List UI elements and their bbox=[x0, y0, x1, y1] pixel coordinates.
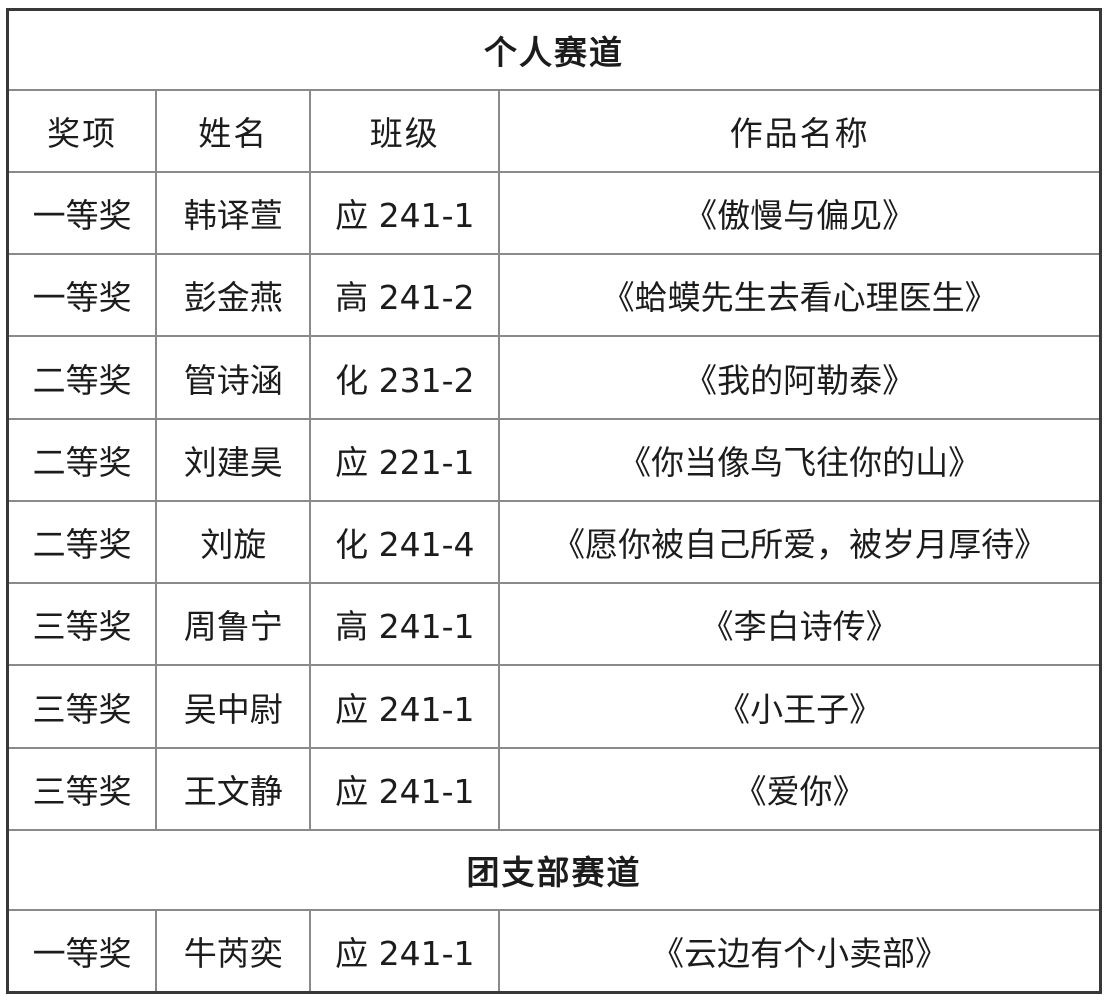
table-row: 三等奖 吴中尉 应 241-1 《小王子》 bbox=[6, 664, 1102, 749]
cell-work: 《蛤蟆先生去看心理医生》 bbox=[498, 253, 1102, 338]
cell-work: 《傲慢与偏见》 bbox=[498, 170, 1102, 256]
section-title-row-league-branch: 团支部赛道 bbox=[6, 828, 1102, 912]
table-row: 一等奖 彭金燕 高 241-2 《蛤蟆先生去看心理医生》 bbox=[6, 253, 1102, 338]
cell-award: 二等奖 bbox=[6, 417, 158, 502]
cell-class: 化 241-4 bbox=[309, 499, 501, 585]
cell-class: 应 241-1 bbox=[309, 746, 501, 831]
table-row: 三等奖 周鲁宁 高 241-1 《李白诗传》 bbox=[6, 582, 1102, 667]
cell-class: 应 241-1 bbox=[309, 909, 501, 994]
cell-name: 刘旋 bbox=[155, 499, 312, 585]
cell-name: 刘建昊 bbox=[155, 417, 312, 502]
cell-class: 应 221-1 bbox=[309, 417, 501, 502]
cell-class: 化 231-2 bbox=[309, 335, 501, 420]
table-row: 一等奖 牛芮奕 应 241-1 《云边有个小卖部》 bbox=[6, 909, 1102, 994]
table-row: 二等奖 刘旋 化 241-4 《愿你被自己所爱，被岁月厚待》 bbox=[6, 499, 1102, 585]
cell-work: 《你当像鸟飞往你的山》 bbox=[498, 417, 1102, 502]
cell-class: 应 241-1 bbox=[309, 664, 501, 749]
column-header-work: 作品名称 bbox=[498, 88, 1102, 173]
cell-class: 应 241-1 bbox=[309, 170, 501, 256]
cell-class: 高 241-2 bbox=[309, 253, 501, 338]
cell-work: 《愿你被自己所爱，被岁月厚待》 bbox=[498, 499, 1102, 585]
cell-name: 韩译萱 bbox=[155, 170, 312, 256]
table-row: 三等奖 王文静 应 241-1 《爱你》 bbox=[6, 746, 1102, 831]
cell-award: 一等奖 bbox=[6, 253, 158, 338]
cell-award: 三等奖 bbox=[6, 582, 158, 667]
awards-table-container: 个人赛道 奖项 姓名 班级 作品名称 一等奖 韩译萱 应 241-1 《傲慢与偏… bbox=[6, 8, 1102, 994]
cell-name: 王文静 bbox=[155, 746, 312, 831]
cell-name: 周鲁宁 bbox=[155, 582, 312, 667]
awards-table: 个人赛道 奖项 姓名 班级 作品名称 一等奖 韩译萱 应 241-1 《傲慢与偏… bbox=[6, 8, 1102, 994]
cell-class: 高 241-1 bbox=[309, 582, 501, 667]
cell-award: 一等奖 bbox=[6, 170, 158, 256]
cell-award: 二等奖 bbox=[6, 335, 158, 420]
cell-work: 《爱你》 bbox=[498, 746, 1102, 831]
column-header-name: 姓名 bbox=[155, 88, 312, 173]
table-row: 二等奖 管诗涵 化 231-2 《我的阿勒泰》 bbox=[6, 335, 1102, 420]
cell-work: 《小王子》 bbox=[498, 664, 1102, 749]
cell-work: 《李白诗传》 bbox=[498, 582, 1102, 667]
section-title-individual: 个人赛道 bbox=[6, 8, 1102, 91]
table-row: 二等奖 刘建昊 应 221-1 《你当像鸟飞往你的山》 bbox=[6, 417, 1102, 502]
table-row: 一等奖 韩译萱 应 241-1 《傲慢与偏见》 bbox=[6, 170, 1102, 256]
cell-award: 三等奖 bbox=[6, 664, 158, 749]
section-title-row-individual: 个人赛道 bbox=[6, 8, 1102, 91]
cell-award: 三等奖 bbox=[6, 746, 158, 831]
section-title-league-branch: 团支部赛道 bbox=[6, 828, 1102, 912]
cell-work: 《我的阿勒泰》 bbox=[498, 335, 1102, 420]
cell-name: 牛芮奕 bbox=[155, 909, 312, 994]
cell-award: 一等奖 bbox=[6, 909, 158, 994]
cell-name: 管诗涵 bbox=[155, 335, 312, 420]
cell-work: 《云边有个小卖部》 bbox=[498, 909, 1102, 994]
column-header-class: 班级 bbox=[309, 88, 501, 173]
cell-name: 吴中尉 bbox=[155, 664, 312, 749]
cell-award: 二等奖 bbox=[6, 499, 158, 585]
column-header-award: 奖项 bbox=[6, 88, 158, 173]
header-row: 奖项 姓名 班级 作品名称 bbox=[6, 88, 1102, 173]
cell-name: 彭金燕 bbox=[155, 253, 312, 338]
